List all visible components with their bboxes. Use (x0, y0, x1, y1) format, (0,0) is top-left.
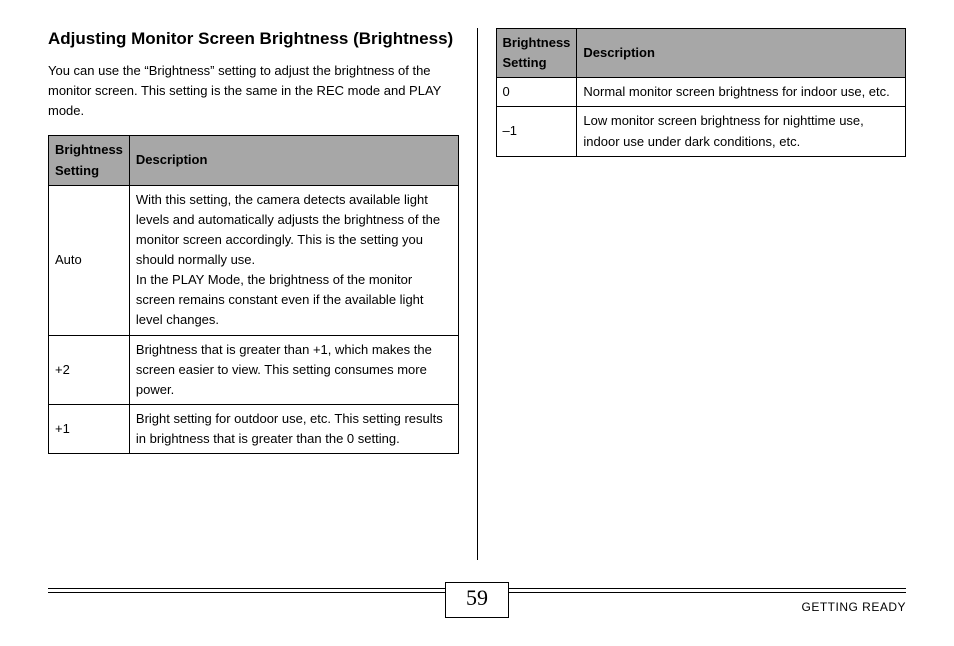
cell-setting: –1 (496, 107, 577, 156)
header-description: Description (577, 29, 906, 78)
table-header-row: Brightness Setting Description (49, 136, 459, 185)
cell-description: With this setting, the camera detects av… (129, 185, 458, 335)
table-header-row: Brightness Setting Description (496, 29, 906, 78)
cell-setting: 0 (496, 78, 577, 107)
cell-description: Bright setting for outdoor use, etc. Thi… (129, 405, 458, 454)
cell-description: Brightness that is greater than +1, whic… (129, 335, 458, 404)
table-row: +2 Brightness that is greater than +1, w… (49, 335, 459, 404)
cell-setting: +2 (49, 335, 130, 404)
cell-setting: +1 (49, 405, 130, 454)
table-row: –1 Low monitor screen brightness for nig… (496, 107, 906, 156)
page-content: Adjusting Monitor Screen Brightness (Bri… (0, 0, 954, 560)
section-heading: Adjusting Monitor Screen Brightness (Bri… (48, 28, 459, 51)
table-row: 0 Normal monitor screen brightness for i… (496, 78, 906, 107)
table-row: Auto With this setting, the camera detec… (49, 185, 459, 335)
brightness-table-right: Brightness Setting Description 0 Normal … (496, 28, 907, 157)
intro-paragraph: You can use the “Brightness” setting to … (48, 61, 459, 121)
right-column: Brightness Setting Description 0 Normal … (478, 28, 907, 560)
cell-description: Normal monitor screen brightness for ind… (577, 78, 906, 107)
header-setting: Brightness Setting (49, 136, 130, 185)
section-label: GETTING READY (801, 600, 906, 614)
header-setting: Brightness Setting (496, 29, 577, 78)
header-description: Description (129, 136, 458, 185)
table-row: +1 Bright setting for outdoor use, etc. … (49, 405, 459, 454)
page-footer: 59 GETTING READY (0, 576, 954, 646)
brightness-table-left: Brightness Setting Description Auto With… (48, 135, 459, 454)
cell-description: Low monitor screen brightness for nightt… (577, 107, 906, 156)
cell-setting: Auto (49, 185, 130, 335)
left-column: Adjusting Monitor Screen Brightness (Bri… (48, 28, 477, 560)
page-number: 59 (445, 582, 509, 618)
